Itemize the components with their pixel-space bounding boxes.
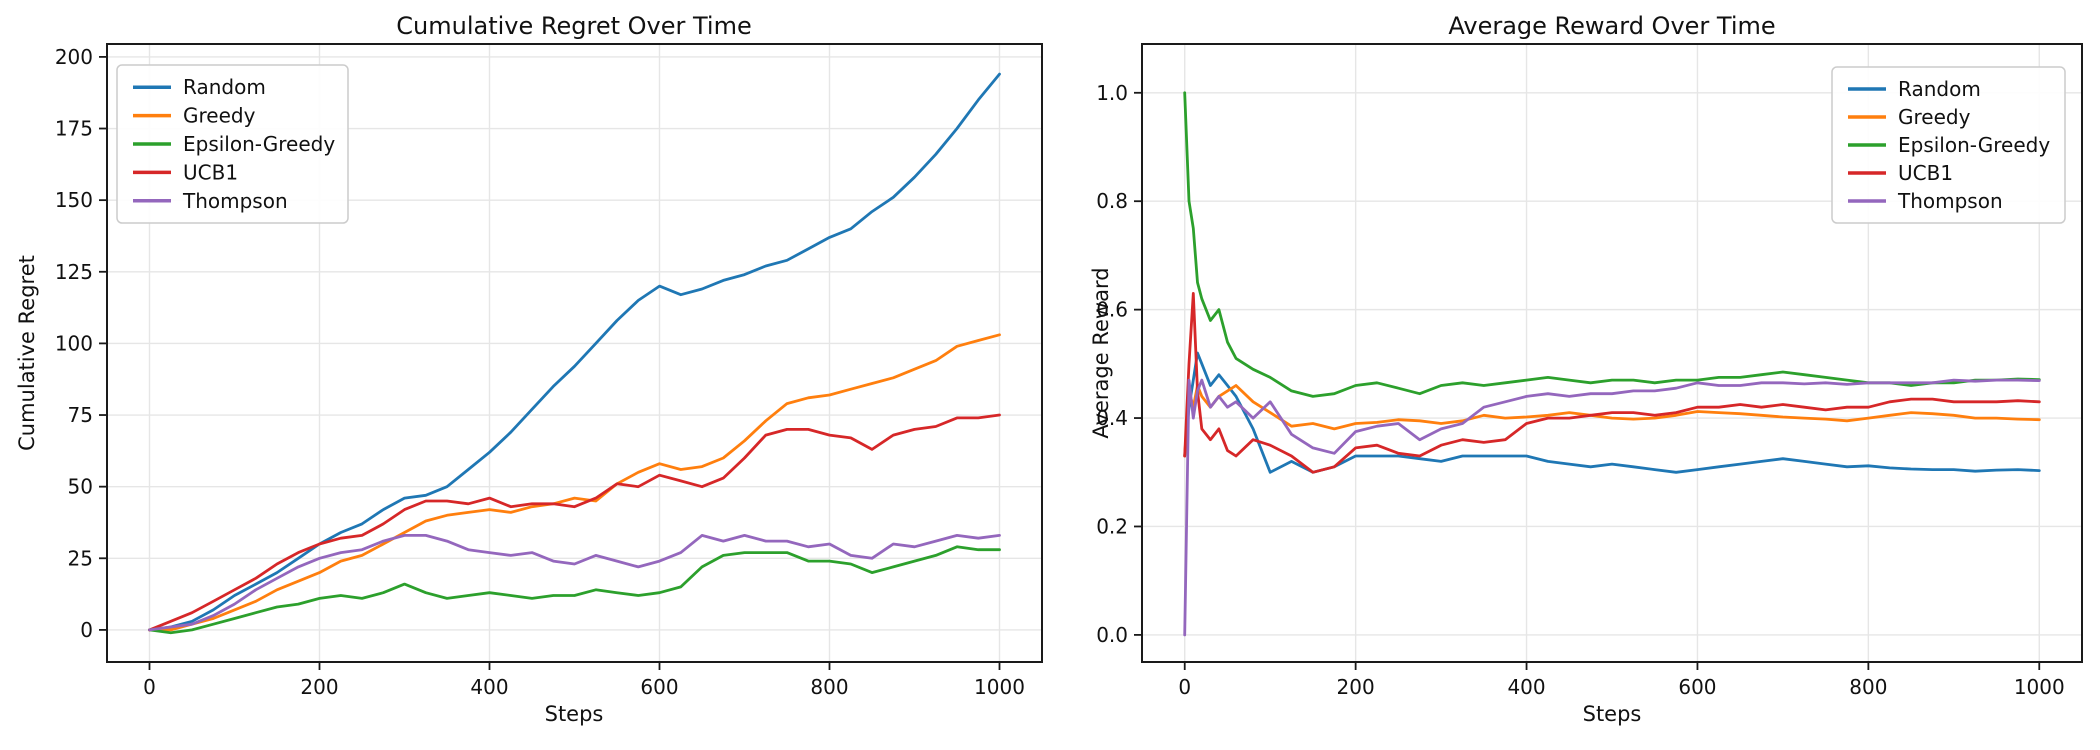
y-tick-label: 1.0 [1096,81,1128,105]
series-line-random [148,72,1001,632]
legend-item-label: Epsilon-Greedy [183,132,335,156]
y-tick-label: 100 [55,331,93,355]
right-chart-title: Average Reward Over Time [1448,12,1776,40]
legend-item-label: UCB1 [1898,161,1953,185]
axes-spines [106,43,1043,663]
x-tick-label: 600 [1678,675,1716,699]
series-line-thompson [148,534,1001,632]
y-tick-label: 0 [80,618,93,642]
left-chart-ylabel: Cumulative Regret [15,255,39,451]
x-tick-label: 400 [470,675,508,699]
left-chart-title: Cumulative Regret Over Time [396,12,752,40]
x-tick-label: 600 [640,675,678,699]
x-tick-label: 0 [143,675,156,699]
series-line-epsilon-greedy [148,545,1001,635]
axes-spines [1141,43,2083,663]
right-chart-xlabel: Steps [1582,702,1642,726]
x-tick-label: 400 [1507,675,1545,699]
y-tick-label: 175 [55,117,93,141]
y-tick-label: 0.8 [1096,189,1128,213]
left-chart-xlabel: Steps [544,702,604,726]
legend-item-label: Greedy [183,104,256,128]
legend-item-label: UCB1 [183,160,238,184]
legend-item-label: Thompson [182,189,288,213]
y-tick-label: 50 [68,475,93,499]
legend-item-label: Thompson [1897,189,2003,213]
y-tick-label: 125 [55,260,93,284]
right-chart-ylabel: Average Reward [1089,267,1113,439]
y-tick-label: 0.2 [1096,514,1128,538]
x-tick-label: 1000 [2014,675,2065,699]
y-tick-label: 200 [55,45,93,69]
y-tick-label: 0.6 [1096,298,1128,322]
y-tick-label: 0.0 [1096,623,1128,647]
y-tick-label: 25 [68,546,93,570]
legend-item-label: Random [1898,77,1981,101]
x-tick-label: 1000 [974,675,1025,699]
legend-item-label: Epsilon-Greedy [1898,133,2050,157]
x-tick-label: 200 [1337,675,1375,699]
x-tick-label: 200 [300,675,338,699]
series-line-random [1183,351,2041,474]
legend-box [116,64,349,224]
series-line-greedy [148,333,1001,632]
x-tick-label: 0 [1178,675,1191,699]
series-line-thompson [1183,378,2041,637]
x-tick-label: 800 [1849,675,1887,699]
legend-box [1831,66,2066,224]
legend-item-label: Random [183,75,266,99]
legend-item-label: Greedy [1898,105,1971,129]
x-tick-label: 800 [810,675,848,699]
y-tick-label: 75 [68,403,93,427]
y-tick-label: 150 [55,188,93,212]
series-line-greedy [1183,384,2041,458]
y-tick-label: 0.4 [1096,406,1128,430]
series-line-ucb1 [148,413,1001,632]
series-line-ucb1 [1183,291,2041,474]
